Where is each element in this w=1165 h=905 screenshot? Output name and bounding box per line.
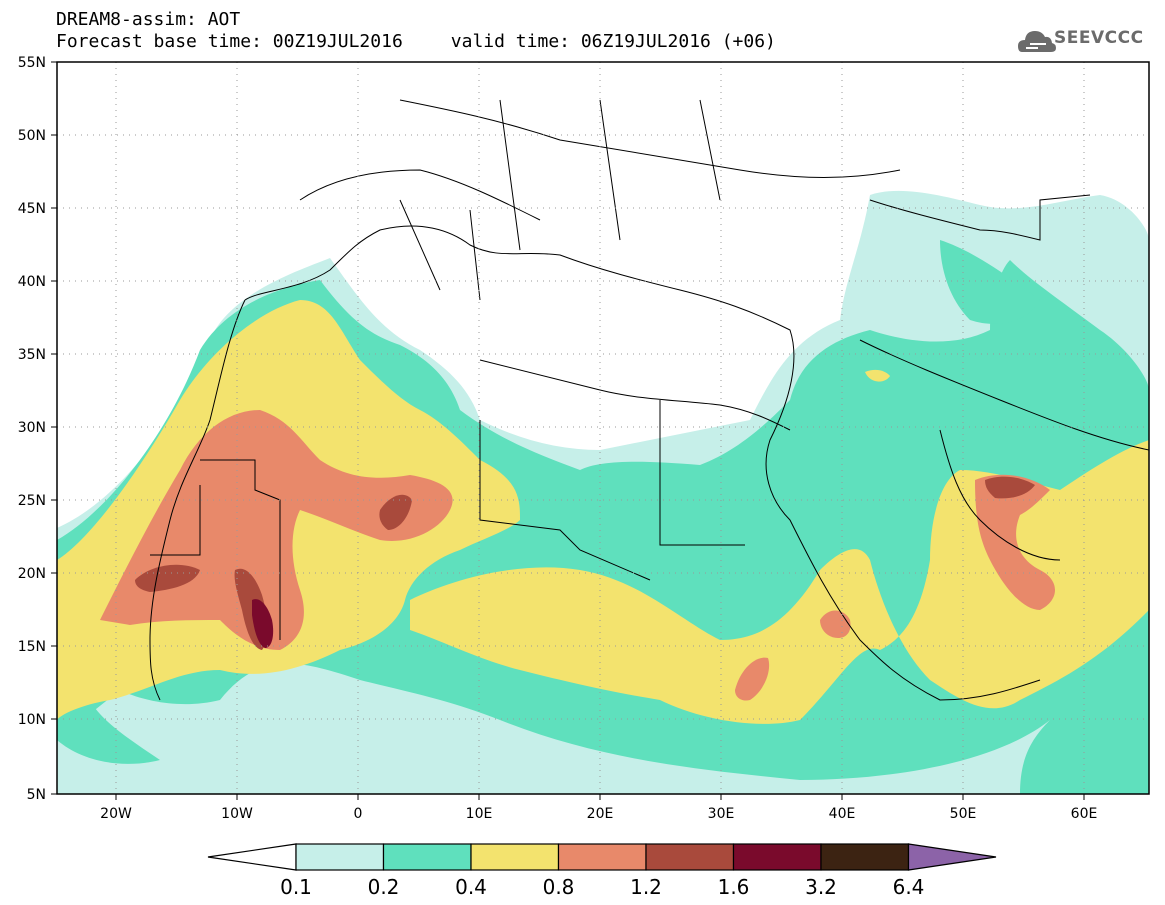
lat-label: 45N	[18, 201, 46, 217]
forecast-base-time: Forecast base time: 00Z19JUL2016	[56, 31, 403, 52]
colorbar-label: 0.2	[368, 875, 400, 899]
colorbar-label: 1.2	[630, 875, 662, 899]
map-title: DREAM8-assim: AOT	[56, 9, 241, 30]
colorbar-label: 0.8	[543, 875, 575, 899]
lat-label: 35N	[18, 347, 46, 363]
lat-label: 10N	[18, 712, 46, 728]
colorbar-label: 0.1	[280, 875, 312, 899]
longitude-labels: 20W 10W 0 10E 20E 30E 40E 50E 60E	[100, 806, 1097, 822]
lat-label: 5N	[27, 787, 46, 803]
map-boundaries	[149, 99, 1149, 701]
lat-label: 40N	[18, 274, 46, 290]
lat-label: 50N	[18, 128, 46, 144]
colorbar-swatch	[820, 843, 910, 871]
graticule	[57, 62, 1149, 794]
colorbar-low-arrow	[207, 843, 297, 871]
colorbar-label: 3.2	[805, 875, 837, 899]
time-info: Forecast base time: 00Z19JUL2016 valid ti…	[56, 32, 776, 52]
colorbar-high-arrow	[907, 843, 997, 871]
cloud-logo-icon	[1018, 31, 1056, 52]
map-frame	[56, 61, 1150, 795]
colorbar-swatch	[732, 843, 822, 871]
lon-label: 50E	[950, 806, 977, 822]
lon-label: 10W	[221, 806, 253, 822]
lat-label: 15N	[18, 639, 46, 655]
colorbar-swatch	[470, 843, 560, 871]
lon-label: 20E	[587, 806, 614, 822]
lon-label: 40E	[829, 806, 856, 822]
lon-label: 30E	[708, 806, 735, 822]
lon-label: 20W	[100, 806, 132, 822]
colorbar-label: 1.6	[718, 875, 750, 899]
lat-label: 25N	[18, 493, 46, 509]
aot-contour-1-6	[252, 599, 274, 648]
colorbar-label: 0.4	[455, 875, 487, 899]
lat-label: 30N	[18, 420, 46, 436]
colorbar-label: 6.4	[893, 875, 925, 899]
colorbar-swatch	[295, 843, 385, 871]
lat-label: 55N	[18, 55, 46, 71]
colorbar-swatch	[557, 843, 647, 871]
lon-label: 10E	[466, 806, 493, 822]
logo-text: SEEVCCC	[1054, 28, 1144, 48]
colorbar-swatch	[645, 843, 735, 871]
colorbar-swatch	[382, 843, 472, 871]
lat-label: 20N	[18, 566, 46, 582]
lon-label: 60E	[1071, 806, 1098, 822]
axis-ticks	[51, 61, 1085, 800]
lon-label: 0	[354, 806, 363, 822]
latitude-labels: 55N 50N 45N 40N 35N 30N 25N 20N 15N 10N …	[18, 55, 46, 803]
aot-map: 55N 50N 45N 40N 35N 30N 25N 20N 15N 10N …	[18, 55, 1150, 822]
valid-time: valid time: 06Z19JUL2016 (+06)	[450, 31, 776, 52]
